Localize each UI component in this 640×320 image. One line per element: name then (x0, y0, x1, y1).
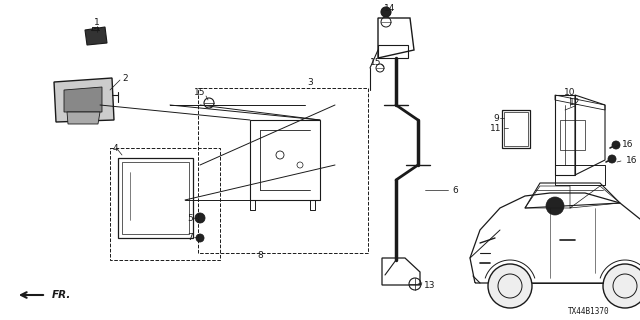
Text: 16: 16 (627, 156, 637, 164)
Text: 3: 3 (307, 77, 313, 86)
Text: 4: 4 (112, 143, 118, 153)
Text: 16: 16 (622, 140, 634, 148)
Bar (110, 148, 220, 260)
Text: TX44B1370: TX44B1370 (568, 307, 610, 316)
Circle shape (612, 141, 620, 149)
Text: 5: 5 (187, 213, 193, 222)
Polygon shape (67, 112, 100, 124)
Circle shape (488, 264, 532, 308)
Bar (122, 162, 189, 234)
Text: 15: 15 (195, 87, 205, 97)
Circle shape (195, 213, 205, 223)
Text: 2: 2 (122, 74, 128, 83)
Text: 1: 1 (94, 18, 100, 27)
Text: 9: 9 (493, 114, 499, 123)
Text: 15: 15 (371, 58, 381, 67)
Text: 14: 14 (384, 4, 396, 12)
Circle shape (196, 234, 204, 242)
Circle shape (608, 155, 616, 163)
Bar (198, 88, 368, 253)
Circle shape (381, 7, 391, 17)
Text: FR.: FR. (52, 290, 72, 300)
Text: 12: 12 (570, 98, 580, 107)
Text: 13: 13 (424, 281, 436, 290)
Text: 8: 8 (257, 251, 263, 260)
Text: 7: 7 (187, 233, 193, 242)
Bar (118, 158, 193, 238)
Text: 11: 11 (490, 124, 502, 132)
Text: 6: 6 (452, 186, 458, 195)
Polygon shape (85, 27, 107, 45)
Polygon shape (64, 87, 102, 112)
Bar (502, 110, 530, 148)
Text: 10: 10 (564, 87, 576, 97)
Circle shape (546, 197, 564, 215)
Circle shape (603, 264, 640, 308)
Bar (504, 112, 528, 146)
Polygon shape (54, 78, 114, 122)
